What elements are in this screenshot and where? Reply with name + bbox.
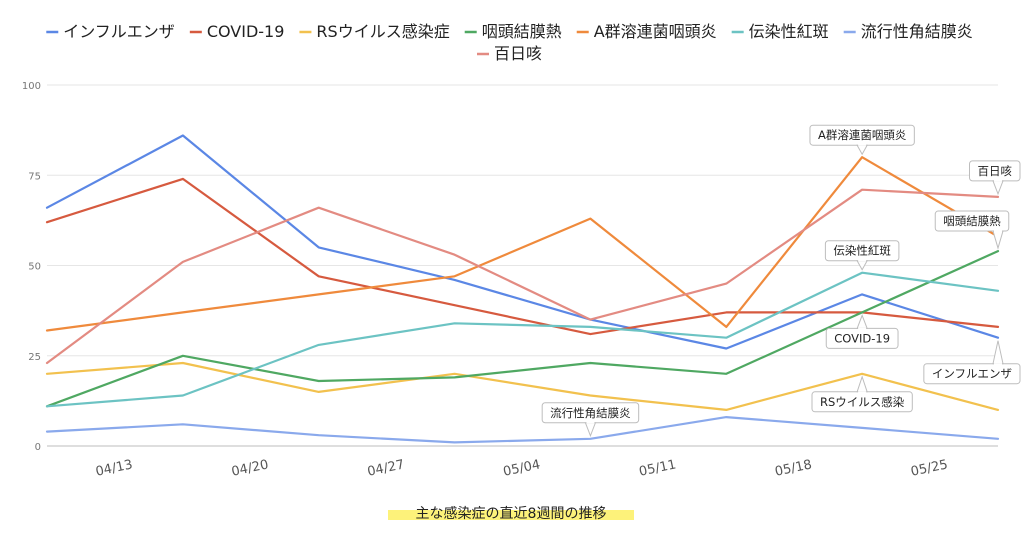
y-tick-label: 75: [28, 171, 41, 182]
series-line: [45, 188, 1000, 365]
annotation-box: [934, 210, 1010, 232]
legend-label: A群溶連菌咽頭炎: [594, 22, 717, 41]
x-tick-label: 05/18: [774, 457, 814, 479]
annotation-pointer: [992, 340, 1004, 365]
series-line: [45, 416, 1000, 444]
annotation-pointer-join: [858, 259, 867, 262]
annotation-pointer-join: [586, 421, 595, 424]
legend-label: COVID-19: [207, 22, 285, 41]
legend-label: 咽頭結膜熱: [482, 22, 562, 41]
title-highlight: [388, 510, 634, 520]
annotation-pointer: [992, 180, 1004, 196]
annotation-pointer: [856, 375, 868, 393]
y-tick-label: 100: [22, 81, 41, 92]
chart-title-group: 主な感染症の直近8週間の推移: [388, 505, 634, 522]
y-tick-label: 0: [35, 442, 41, 453]
annotation-pointer-join: [994, 363, 1002, 366]
x-tick-label: 04/27: [366, 457, 406, 479]
y-axis-ticks: 0 25 50 75 100: [22, 81, 41, 453]
annotation-pointer: [856, 144, 868, 156]
annotation-pointer-join: [858, 143, 867, 146]
annotation-pointer-join: [994, 229, 1002, 232]
x-tick-label: 05/04: [502, 457, 542, 479]
series-line: [45, 177, 1000, 336]
series-line: [45, 271, 1000, 408]
annotation-pointer: [584, 422, 597, 438]
x-tick-label: 05/25: [909, 457, 949, 479]
series-line: [45, 156, 1000, 332]
legend-label: 百日咳: [494, 44, 542, 63]
annotation-box: [923, 363, 1021, 385]
legend-label: 伝染性紅斑: [749, 22, 829, 41]
x-tick-label: 04/13: [94, 457, 134, 479]
annotation-pointer-join: [858, 391, 867, 394]
annotation-label: COVID-19: [834, 331, 890, 345]
legend: インフルエンザ COVID-19 RSウイルス感染症 咽頭結膜熱 A群溶連菌咽頭炎 伝染性…: [46, 22, 973, 63]
x-tick-label: 05/11: [638, 457, 678, 479]
annotation-label: 伝染性紅斑: [833, 244, 891, 258]
legend-label: 流行性角結膜炎: [861, 22, 973, 41]
y-tick-label: 25: [28, 352, 41, 363]
annotation-pointer: [992, 230, 1004, 250]
series-line: [45, 250, 1000, 408]
annotation-pointer: [856, 314, 868, 329]
annotation-pointer-join: [858, 327, 867, 330]
annotation-label: A群溶連菌咽頭炎: [818, 128, 906, 142]
series-lines: [45, 134, 1000, 444]
chart-title: 主な感染症の直近8週間の推移: [416, 505, 607, 522]
legend-label: RSウイルス感染症: [316, 22, 449, 41]
legend-label: インフルエンザ: [63, 22, 175, 41]
annotation-label: RSウイルス感染: [820, 395, 905, 409]
annotation-label: インフルエンザ: [932, 367, 1012, 381]
series-line: [45, 134, 1000, 350]
annotation-label: 咽頭結膜熱: [943, 214, 1001, 228]
annotation-label: 百日咳: [978, 164, 1013, 178]
series-line: [45, 361, 1000, 411]
x-axis-ticks: 04/13 04/20 04/27 05/04 05/11 05/18 05/25: [94, 457, 949, 479]
y-tick-label: 50: [28, 262, 41, 273]
annotation-label: 流行性角結膜炎: [550, 406, 631, 420]
x-tick-label: 04/20: [230, 457, 270, 479]
grid: [47, 84, 998, 447]
annotation-pointer-join: [994, 179, 1002, 182]
